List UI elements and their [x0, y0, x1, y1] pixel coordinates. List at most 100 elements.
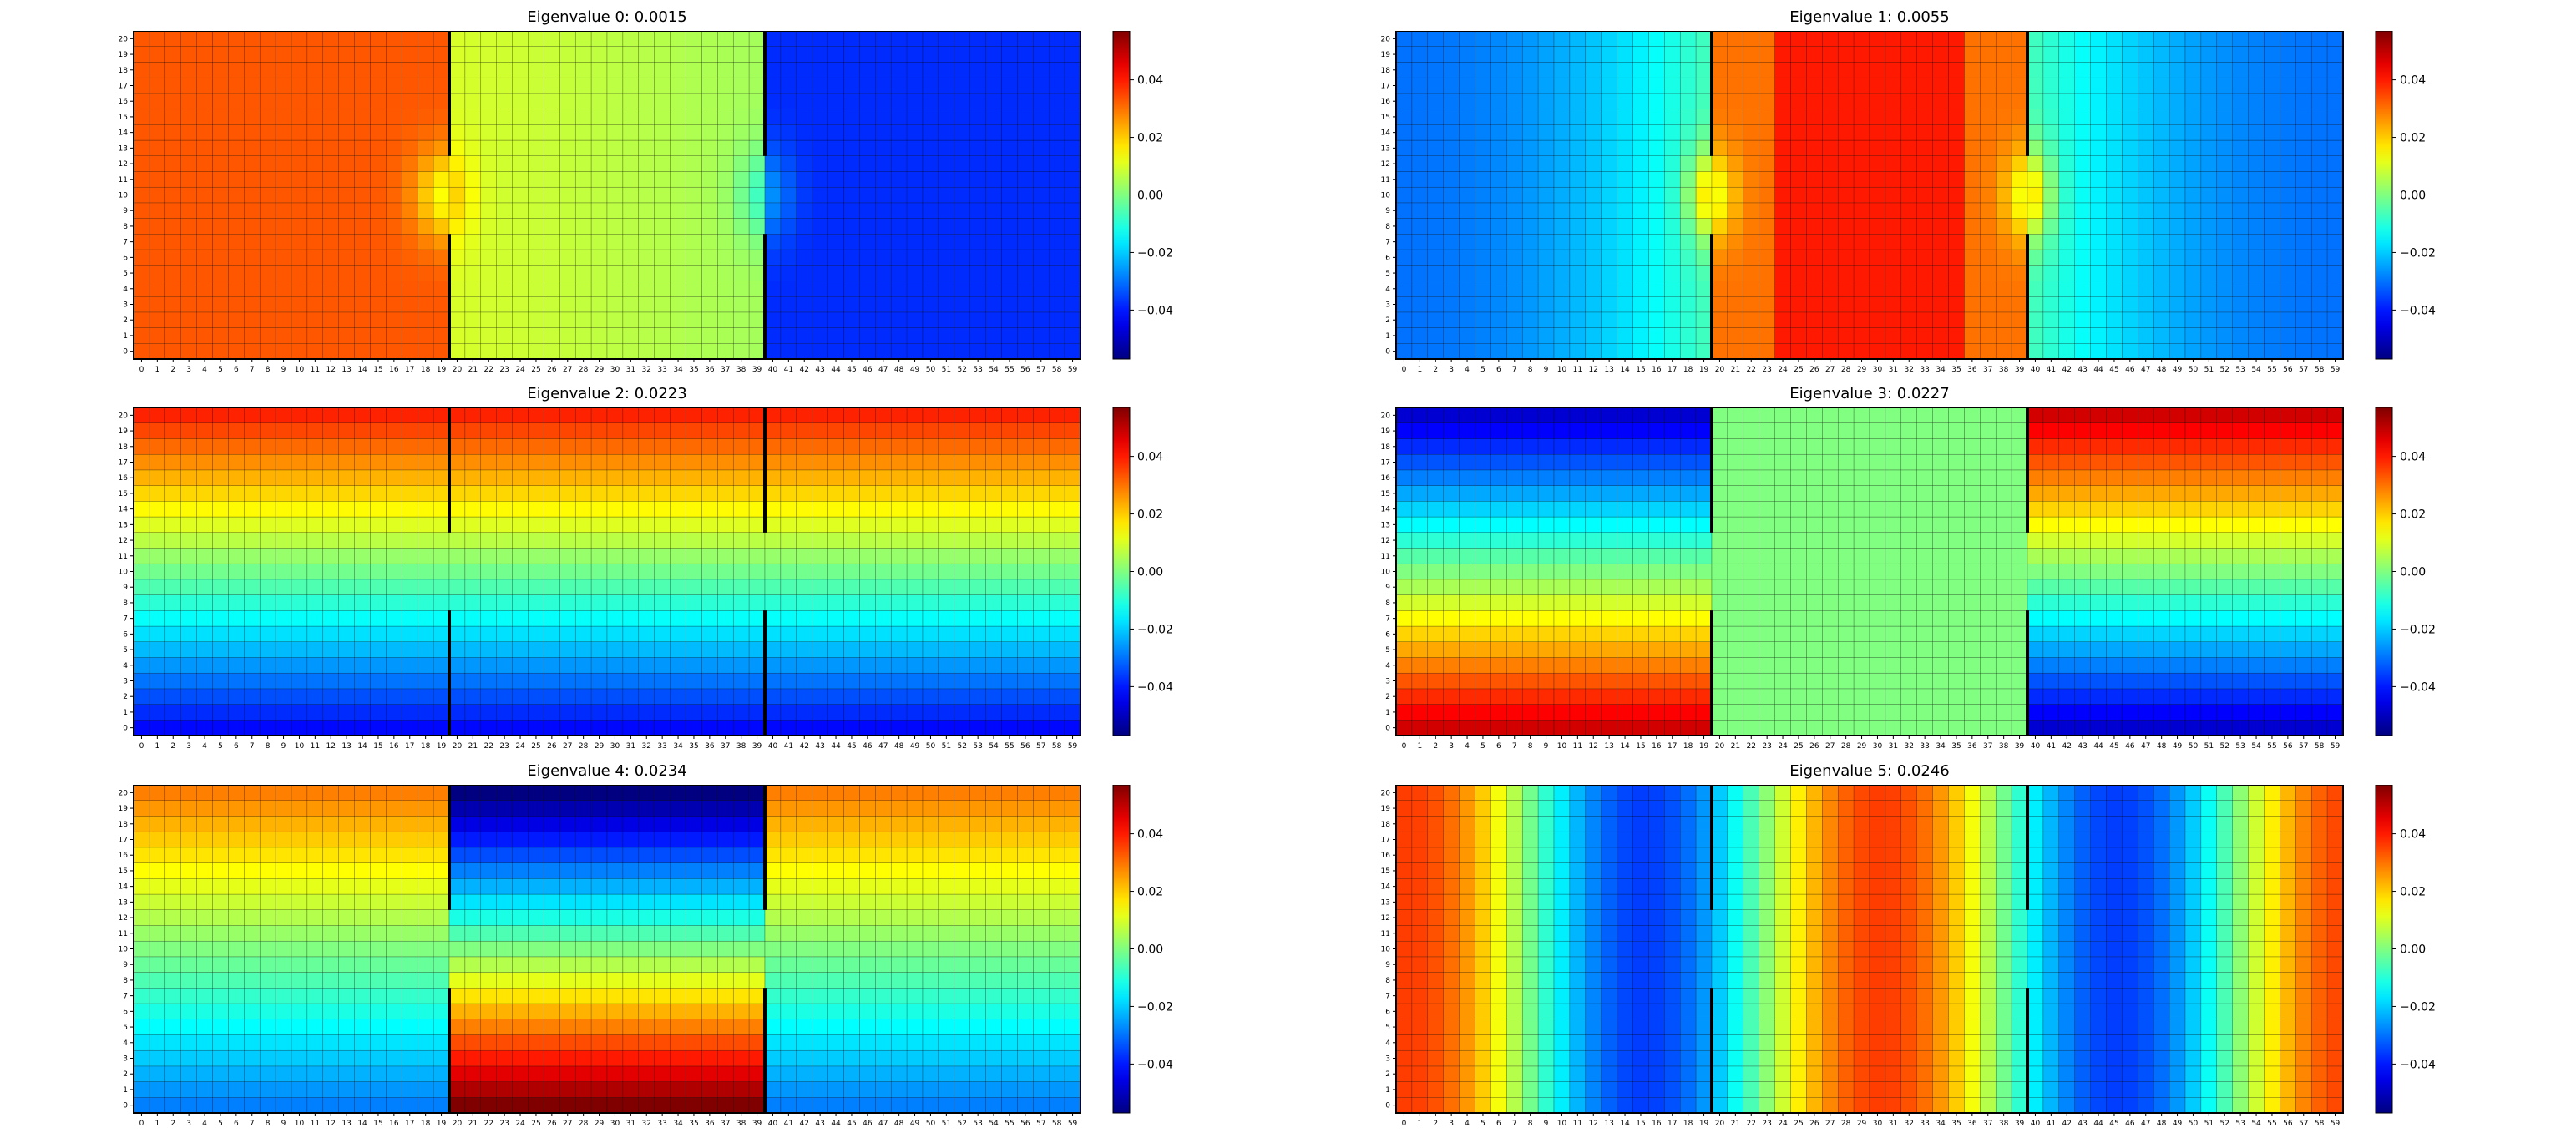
heatmap-cell [2327, 266, 2343, 281]
heatmap-cell [1870, 78, 1885, 94]
heatmap-cell [276, 595, 291, 611]
heatmap-cell [765, 109, 781, 125]
heatmap-cell [134, 281, 149, 296]
heatmap-cell [907, 266, 923, 281]
heatmap-cell [607, 109, 623, 125]
heatmap-cell [1664, 109, 1680, 125]
heatmap-cell [1554, 47, 1570, 63]
heatmap-cell [1822, 626, 1838, 642]
heatmap-cell [954, 62, 970, 78]
heatmap-cell [559, 470, 575, 486]
heatmap-cell [513, 470, 529, 486]
heatmap-cell [2265, 720, 2280, 736]
heatmap-cell [1412, 705, 1428, 721]
heatmap-cell [402, 610, 418, 626]
heatmap-cell [2185, 47, 2201, 63]
heatmap-cell [2138, 564, 2153, 579]
heatmap-cell [481, 454, 497, 470]
heatmap-cell [623, 94, 639, 109]
x-tick-label: 51 [2204, 366, 2214, 374]
heatmap-cell [355, 250, 371, 266]
heatmap-cell [529, 219, 544, 235]
colorbar-tick-label: 0.00 [1137, 190, 1163, 203]
heatmap-cell [559, 219, 575, 235]
heatmap-cell [1428, 564, 1444, 579]
heatmap-cell [2153, 328, 2169, 344]
heatmap-cell [197, 673, 213, 689]
heatmap-cell [386, 517, 402, 533]
heatmap-cell [449, 156, 465, 172]
heatmap-cell [1633, 281, 1649, 296]
heatmap-cell [244, 517, 260, 533]
heatmap-cell [1964, 171, 1980, 187]
x-tick-label: 14 [357, 742, 367, 751]
heatmap-cell [1980, 281, 1996, 296]
heatmap-cell [2280, 156, 2295, 172]
heatmap-cell [844, 470, 860, 486]
heatmap-cell [765, 47, 781, 63]
heatmap-cell [607, 517, 623, 533]
heatmap-cell [844, 156, 860, 172]
heatmap-cell [639, 579, 655, 595]
heatmap-cell [339, 407, 355, 423]
heatmap-cell [797, 657, 812, 673]
heatmap-cell [1901, 203, 1917, 219]
heatmap-cell [575, 140, 591, 156]
heatmap-cell [1065, 517, 1081, 533]
heatmap-cell [418, 548, 433, 564]
heatmap-cell [1680, 579, 1696, 595]
heatmap-cell [1460, 312, 1475, 328]
heatmap-cell [2295, 219, 2311, 235]
heatmap-cell [701, 78, 717, 94]
heatmap-cell [1586, 579, 1602, 595]
heatmap-cell [2295, 296, 2311, 312]
heatmap-cell [1980, 673, 1996, 689]
x-tick-label: 2 [1433, 366, 1438, 374]
y-tick-label: 9 [123, 207, 128, 215]
heatmap-cell [1538, 47, 1554, 63]
heatmap-cell [1901, 564, 1917, 579]
heatmap-cell [717, 642, 733, 658]
heatmap-cell [1554, 156, 1570, 172]
heatmap-cell [1522, 266, 1538, 281]
heatmap-cell [686, 548, 702, 564]
heatmap-cell [2217, 187, 2233, 203]
heatmap-cell [481, 266, 497, 281]
heatmap-cell [575, 486, 591, 502]
heatmap-cell [765, 673, 781, 689]
heatmap-cell [1033, 579, 1049, 595]
heatmap-cell [607, 533, 623, 549]
heatmap-cell [276, 689, 291, 705]
heatmap-cell [1838, 296, 1854, 312]
heatmap-cell [497, 595, 513, 611]
heatmap-cell [781, 548, 797, 564]
heatmap-cell [1017, 219, 1033, 235]
heatmap-cell [1506, 595, 1522, 611]
heatmap-cell [844, 407, 860, 423]
heatmap-cell [1490, 31, 1506, 47]
heatmap-cell [671, 595, 686, 611]
heatmap-cell [1554, 250, 1570, 266]
heatmap-cell [339, 548, 355, 564]
heatmap-cell [733, 187, 749, 203]
heatmap-cell [2138, 673, 2153, 689]
heatmap-cell [1570, 171, 1586, 187]
heatmap-cell [181, 266, 197, 281]
heatmap-cell [939, 423, 954, 439]
heatmap-cell [497, 657, 513, 673]
heatmap-cell [1838, 78, 1854, 94]
heatmap-cell [529, 281, 544, 296]
heatmap-cell [2138, 62, 2153, 78]
heatmap-cell [2233, 31, 2249, 47]
heatmap-cell [386, 470, 402, 486]
heatmap-cell [2043, 296, 2059, 312]
heatmap-cell [954, 109, 970, 125]
heatmap-cell [717, 579, 733, 595]
heatmap-cell [575, 407, 591, 423]
heatmap-cell [875, 156, 891, 172]
heatmap-cell [1696, 203, 1712, 219]
heatmap-cell [2169, 673, 2185, 689]
heatmap-cell [907, 47, 923, 63]
heatmap-cell [544, 203, 559, 219]
heatmap-cell [970, 140, 986, 156]
